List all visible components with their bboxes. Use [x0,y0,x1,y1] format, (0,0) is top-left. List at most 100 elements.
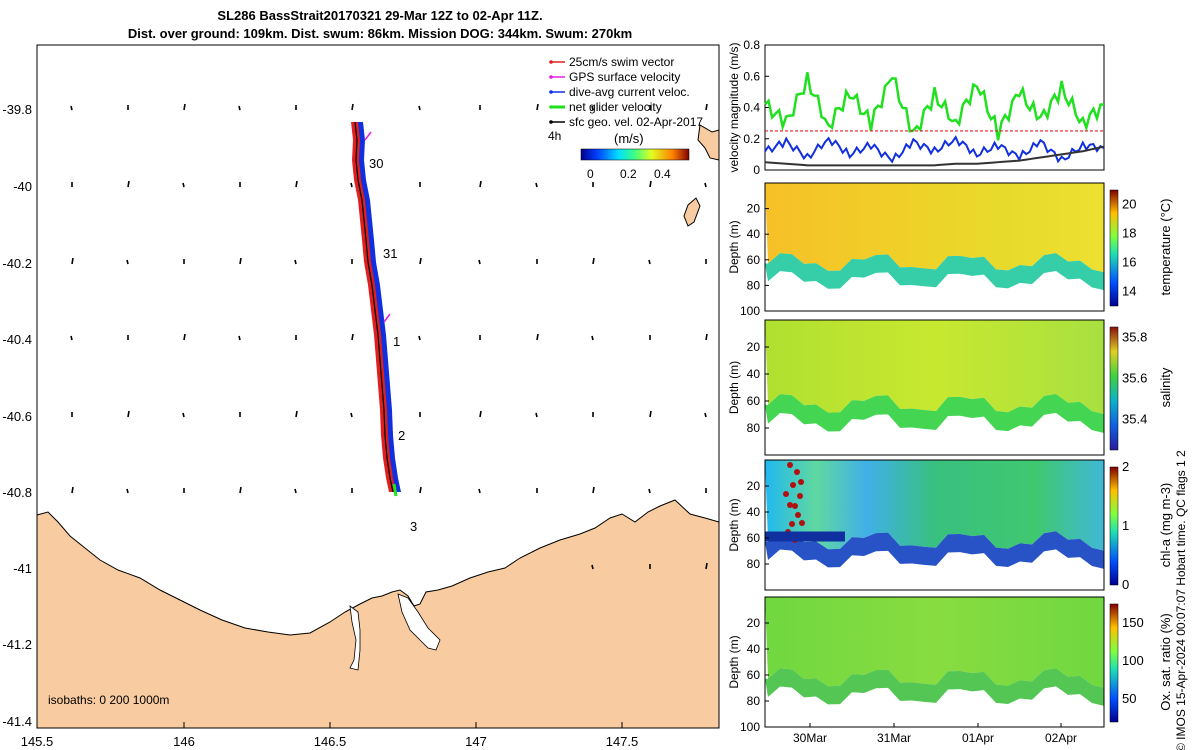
depth-tick: 40 [747,505,761,519]
geo-vector [478,259,481,265]
geo-vector [71,486,74,494]
lon-tick-label: 146 [173,734,195,749]
velocity-ytick: 0.4 [743,101,760,115]
geo-vector [479,180,482,188]
geo-vector [295,180,298,188]
colorbar-tick: 16 [1122,255,1136,270]
lat-tick-label: -41.2 [2,637,32,652]
temperature-panel: 20 40 60 80 100 Depth (m) 20 18 16 14 temperature … [727,182,1173,318]
geo-vector [649,180,652,188]
colorbar-tick-0: 0 [587,167,594,181]
lon-tick-label: 147 [465,734,487,749]
depth-tick: 100 [740,720,760,734]
net-velocity-vector [392,483,398,497]
depth-tick: 80 [747,694,761,708]
geo-vector [126,488,129,494]
day-label: 1 [393,334,400,349]
lat-tick-label: -39.8 [2,102,32,117]
geo-vector [70,335,73,341]
colorbar-tick: 2 [1122,459,1129,474]
velocity-ytick: 0.2 [743,132,760,146]
velocity-ytick: 0 [753,163,760,177]
lat-tick-label: -40.4 [2,332,32,347]
depth-tick: 20 [747,616,761,630]
geo-vector [419,257,422,265]
colorbar-label: Ox. sat. ratio (%) [1158,613,1173,711]
lat-tick-label: -40.6 [2,409,32,424]
depth-tick: 20 [747,202,761,216]
land-island-ne [697,124,720,161]
legend-marker [549,90,553,94]
colorbar-tick-2: 0.4 [654,167,671,181]
geo-vector [704,182,707,188]
day-label: 31 [383,246,397,261]
geo-vector [351,103,354,111]
geo-vector [705,562,708,570]
geo-vector [238,105,241,111]
geo-vector [182,182,185,188]
velocity-series [764,135,1105,164]
depth-ylabel: Depth (m) [727,361,741,414]
chla-high-point [798,479,804,485]
heatmap-bottom-layer [765,531,1104,569]
lat-tick-label: -41.4 [2,714,32,729]
geo-vector [126,259,129,265]
chla-high-point [794,469,800,475]
chla-high-point [787,462,793,468]
salinity-panel: 20 40 60 80 Depth (m) 35.8 35.6 35.4 salinity [727,319,1173,456]
geo-vector [592,486,595,494]
colorbar-tick: 20 [1122,197,1136,212]
legend-label: sfc geo. vel. 02-Apr-2017 [569,115,703,129]
oxygen-panel: 20 40 60 80 100 Depth (m) 150 100 50 Ox. sat. rat… [727,596,1173,745]
legend-marker [549,75,553,79]
heatmap-bottom-layer [765,393,1104,434]
lat-tick-label: -40.8 [2,485,32,500]
geo-vector [350,412,353,418]
copyright-note: © IMOS 15-Apr-2024 00:07:07 Hobart time.… [1174,450,1188,750]
legend-marker [549,120,553,124]
legend-label: GPS surface velocity [569,70,680,84]
geo-vector [591,564,594,570]
map-frame [36,44,720,729]
chla-low-patch [765,531,845,542]
geo-vector [535,412,538,418]
inlet-west [349,605,361,671]
velocity-ytick: 0.8 [743,38,760,52]
geo-vector [591,105,594,111]
legend-label: 25cm/s swim vector [569,55,674,69]
depth-ylabel: Depth (m) [727,220,741,273]
time-tick: 31Mar [877,731,911,745]
colorbar-label: salinity [1158,367,1173,407]
geo-vector [535,182,538,188]
colorbar-tick: 35.4 [1122,411,1147,426]
geo-vector [127,410,130,418]
geo-vector [295,410,298,418]
estuary [397,593,441,651]
colorbar-tick: 35.6 [1122,370,1147,385]
velocity-ytick: 0.6 [743,69,760,83]
velocity-series [764,72,1105,141]
geo-vector [648,488,651,494]
colorbar-tick: 50 [1122,691,1136,706]
time-tick: 30Mar [793,731,827,745]
chla-high-point [790,482,796,488]
chla-high-point [792,503,798,509]
time-tick: 01Apr [962,731,994,745]
geo-vector [418,105,421,111]
geo-vector [239,257,242,265]
day-label: 3 [410,519,417,534]
geo-vector [183,103,186,111]
chla-high-point [783,491,789,497]
colorbar-tick: 100 [1122,653,1144,668]
glider-track [351,121,401,497]
heatmap-field [765,320,1104,418]
heatmap-bottom-layer [765,253,1104,291]
geo-vector [478,488,481,494]
dive-avg-current-band [356,122,401,492]
lat-tick-label: -40 [13,179,32,194]
plot-title-line1: SL286 BassStrait20170321 29-Mar 12Z to 0… [217,8,543,23]
depth-tick: 60 [747,253,761,267]
isobaths-label: isobaths: 0 200 1000m [48,693,169,707]
